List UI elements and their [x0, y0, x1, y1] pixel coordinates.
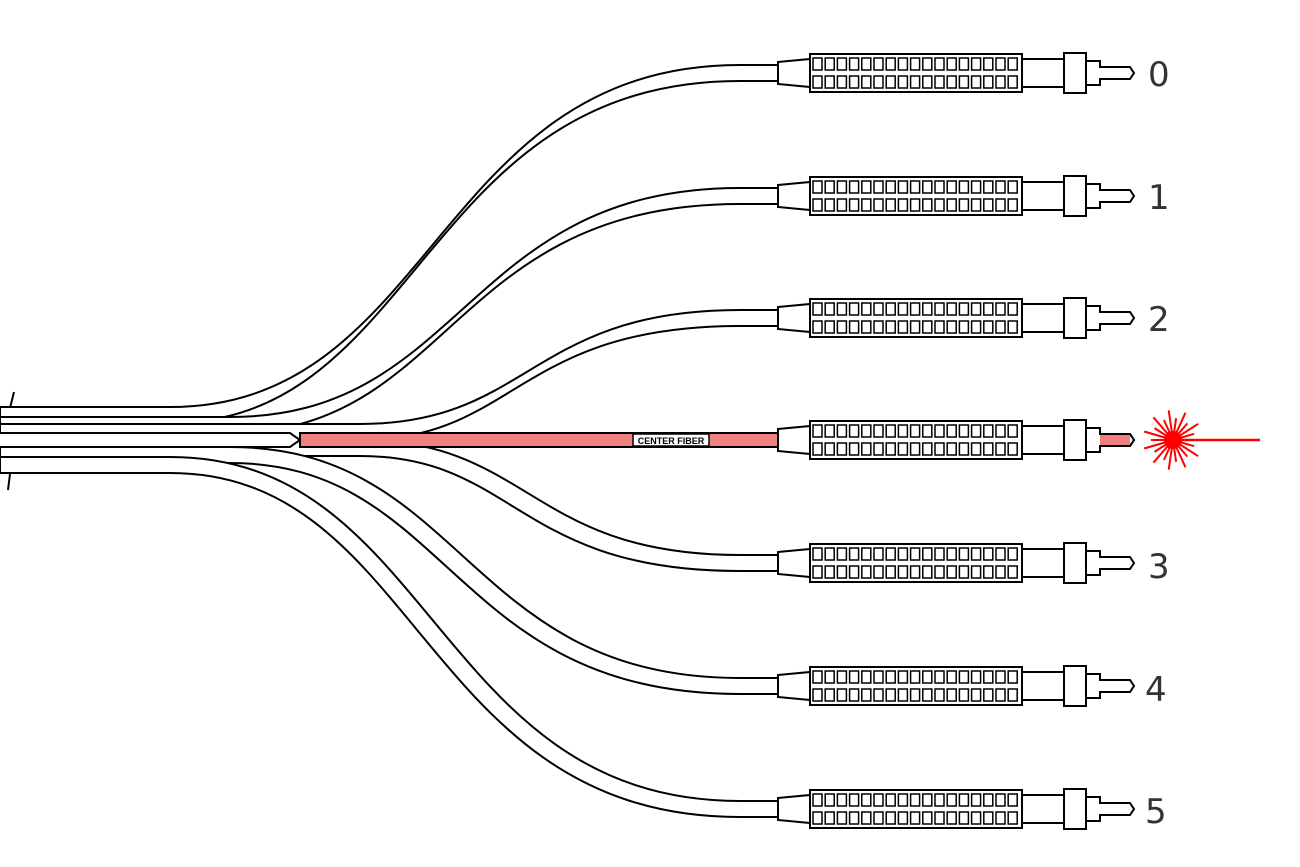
connector-4	[777, 542, 1136, 584]
connector-3	[777, 419, 1136, 461]
connector-0	[777, 52, 1136, 94]
center-fiber: CENTER FIBER	[0, 432, 781, 448]
port-label-2: 2	[1148, 300, 1170, 340]
port-label-4: 4	[1145, 670, 1167, 710]
connector-1	[777, 175, 1136, 217]
port-labels-group: 0 1 2 3 4 5	[1145, 55, 1170, 832]
connector-5	[777, 665, 1136, 707]
connector-6	[777, 788, 1136, 830]
port-label-5: 5	[1145, 792, 1167, 832]
center-fiber-label: CENTER FIBER	[638, 436, 705, 446]
laser-starburst-icon	[1143, 410, 1260, 470]
port-label-3: 3	[1148, 547, 1170, 587]
center-fiber-core	[0, 432, 302, 448]
fiber-jacket-1	[0, 187, 781, 434]
connector-2	[777, 297, 1136, 339]
port-label-0: 0	[1148, 55, 1170, 95]
center-fiber-label-box	[632, 433, 710, 447]
connectors-group	[777, 52, 1136, 830]
port-label-1: 1	[1148, 178, 1170, 218]
